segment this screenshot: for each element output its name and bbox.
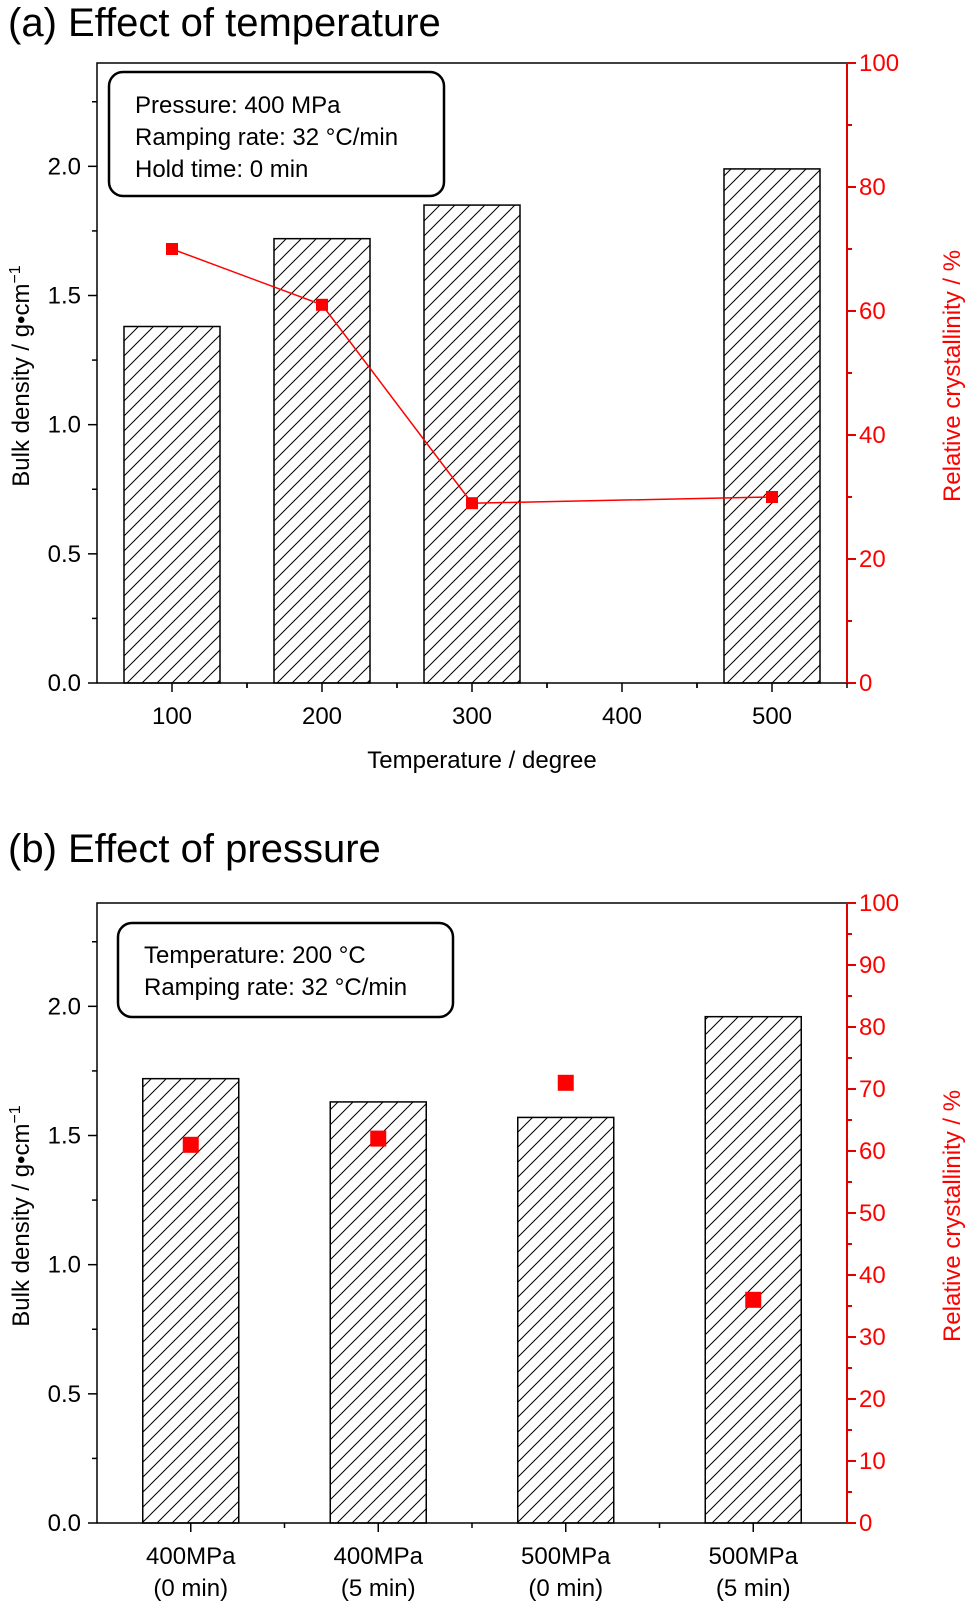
panel-a-x-axis-title: Temperature / degree [367,747,596,774]
panel-b-category-label: 500MPa [709,1543,799,1570]
panel-a-annotation-line-2: Ramping rate: 32 °C/min [135,124,398,151]
panel-b-y-tick-label: 0.5 [48,1381,81,1408]
panel-a-y2-tick-label: 0 [859,670,872,697]
panel-a-y-tick-label: 1.5 [48,283,81,310]
panel-a-x-tick-label: 300 [452,703,492,730]
panel-b: (b) Effect of pressure 0.0 0.5 1.0 1.5 2.0 0 1… [7,827,966,1602]
panel-a-y2-tick-label: 80 [859,174,886,201]
panel-b-y2-tick-label: 30 [859,1324,886,1351]
panel-b-density-bar [704,1015,802,1524]
panel-b-crystallinity-point [182,1136,199,1153]
panel-b-y-tick-label: 1.5 [48,1123,81,1150]
panel-b-annotation-line-2: Ramping rate: 32 °C/min [144,974,407,1001]
panel-a-y2-axis-title: Relative crystallinity / % [939,250,966,502]
panel-a-title: (a) Effect of temperature [8,1,441,45]
panel-a-crystallinity-point [466,497,478,510]
panel-b-annotation-box: Temperature: 200 °C Ramping rate: 32 °C/… [116,921,455,1019]
panel-a: (a) Effect of temperature 0.0 0.5 1.0 1.5 2.… [7,1,966,774]
panel-b-annotation-line-1: Temperature: 200 °C [144,942,366,969]
panel-b-ticks: 0.0 0.5 1.0 1.5 2.0 0 10 20 30 40 50 60 70 80 90 100 400… [48,890,899,1602]
panel-b-category-label: (5 min) [716,1575,791,1602]
panel-a-annotation-line-1: Pressure: 400 MPa [135,92,341,119]
panel-b-y-tick-label: 1.0 [48,1252,81,1279]
panel-a-y2-tick-label: 60 [859,298,886,325]
panel-a-x-tick-label: 200 [302,703,342,730]
panel-b-category-label: 500MPa [521,1543,611,1570]
panel-b-y2-tick-label: 100 [859,890,899,917]
panel-a-x-tick-label: 500 [752,703,792,730]
panel-a-crystallinity-point [316,298,328,311]
panel-b-y2-axis-title: Relative crystallinity / % [939,1090,966,1342]
panel-b-y2-tick-label: 0 [859,1510,872,1537]
panel-a-y-axis-title: Bulk density / g•cm−1 [7,265,35,487]
panel-b-category-label: (5 min) [341,1575,416,1602]
panel-a-y2-tick-label: 100 [859,50,899,77]
panel-a-bars [123,168,821,684]
panel-b-y-tick-label: 2.0 [48,993,81,1020]
panel-b-y2-tick-label: 50 [859,1200,886,1227]
panel-a-y-tick-label: 1.0 [48,412,81,439]
panel-a-x-tick-label: 400 [602,703,642,730]
panel-b-crystallinity-series [182,1074,762,1308]
panel-b-crystallinity-point [370,1130,387,1147]
panel-b-y2-tick-label: 70 [859,1076,886,1103]
panel-a-y2-tick-label: 40 [859,422,886,449]
panel-b-density-bar [329,1101,427,1524]
panel-b-category-label: (0 min) [528,1575,603,1602]
panel-b-category-label: (0 min) [153,1575,228,1602]
panel-b-bars [142,1015,802,1524]
panel-a-crystallinity-point [166,243,178,255]
panel-b-category-label: 400MPa [334,1543,424,1570]
panel-b-y2-tick-label: 60 [859,1138,886,1165]
panel-a-crystallinity-point [766,491,778,503]
panel-b-y2-tick-label: 80 [859,1014,886,1041]
panel-b-y-axis-title: Bulk density / g•cm−1 [7,1105,35,1327]
panel-b-title: (b) Effect of pressure [8,827,381,871]
panel-b-crystallinity-point [745,1291,762,1308]
panel-a-density-bar [273,237,371,684]
panel-a-y-tick-label: 2.0 [48,153,81,180]
panel-a-density-bar [423,204,521,684]
panel-b-y2-tick-label: 90 [859,952,886,979]
panel-b-crystallinity-point [557,1074,574,1091]
panel-b-y2-tick-label: 10 [859,1448,886,1475]
panel-b-category-label: 400MPa [146,1543,236,1570]
panel-a-annotation-line-3: Hold time: 0 min [135,156,308,183]
panel-a-crystallinity-series [166,243,778,510]
panel-a-annotation-box: Pressure: 400 MPa Ramping rate: 32 °C/mi… [107,70,446,198]
panel-b-y2-tick-label: 20 [859,1386,886,1413]
panel-b-y2-tick-label: 40 [859,1262,886,1289]
panel-a-ticks: 0.0 0.5 1.0 1.5 2.0 0 20 40 60 80 100 100 200 300 400 5… [48,50,899,730]
panel-a-x-tick-label: 100 [152,703,192,730]
panel-b-y-tick-label: 0.0 [48,1510,81,1537]
panel-b-density-bar [517,1116,615,1524]
panel-a-density-bar [123,325,221,684]
panel-a-y-tick-label: 0.5 [48,541,81,568]
panel-a-crystallinity-line [171,248,773,504]
panel-a-density-bar [723,168,821,684]
panel-a-y-tick-label: 0.0 [48,670,81,697]
panel-a-y2-tick-label: 20 [859,546,886,573]
